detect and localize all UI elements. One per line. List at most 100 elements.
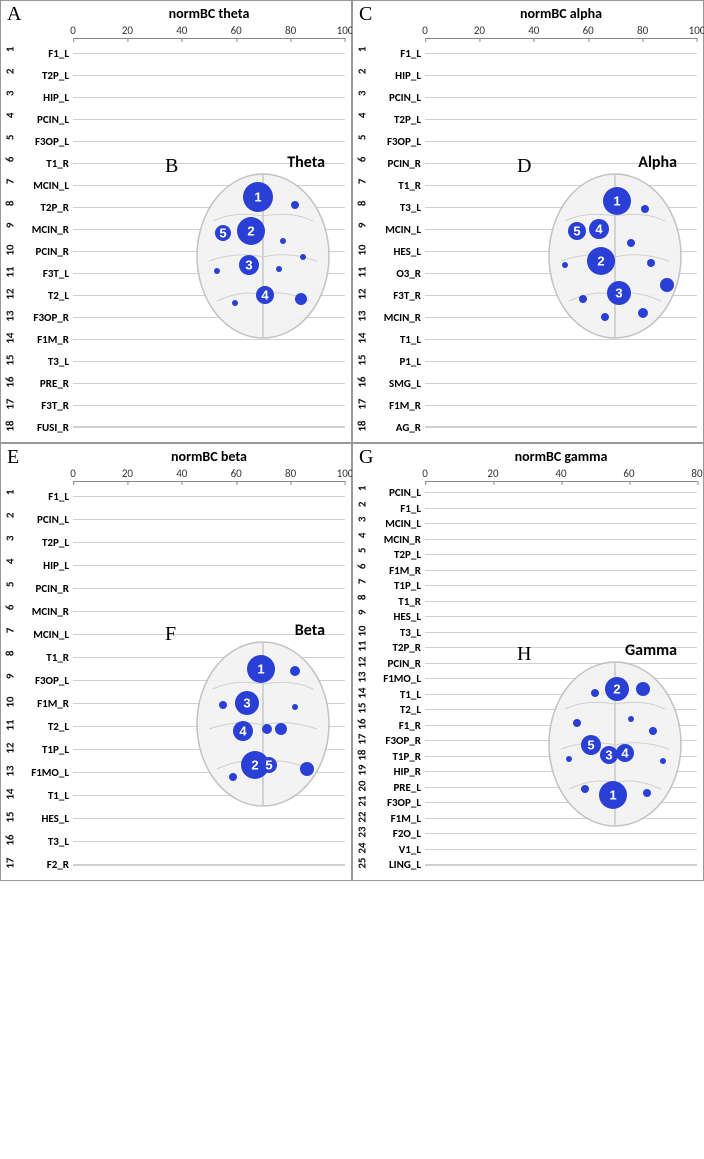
row-index: 4: [4, 112, 17, 126]
panel-E: E normBC beta 020406080100 1 F1_L 2 PCIN…: [0, 443, 352, 881]
x-axis: 020406080: [425, 467, 697, 485]
bar-track: [73, 818, 345, 819]
bar-track: [425, 361, 697, 362]
row-label: PCIN_R: [369, 157, 425, 170]
row-index: 20: [356, 780, 369, 794]
row-index: 3: [4, 536, 17, 550]
row-index: 12: [356, 656, 369, 670]
svg-text:3: 3: [605, 748, 612, 763]
row-label: F1MO_L: [369, 672, 425, 685]
brain-inset: B Theta 12345: [183, 161, 343, 341]
bar-row: 6 MCIN_R: [3, 600, 345, 623]
row-label: F3OP_L: [17, 135, 73, 148]
chart-title: normBC alpha: [425, 5, 697, 22]
row-label: F3OP_R: [17, 311, 73, 324]
bar-track: [73, 841, 345, 842]
row-label: HIP_L: [17, 559, 73, 572]
bar-row: 10 T3_L: [355, 625, 697, 641]
row-index: 2: [356, 68, 369, 82]
axis-tick: 100: [689, 24, 704, 37]
row-label: AG_R: [369, 421, 425, 434]
bar-row: 25 LING_L: [355, 857, 697, 873]
row-index: 1: [4, 46, 17, 60]
row-label: MCIN_L: [369, 223, 425, 236]
row-index: 23: [356, 827, 369, 841]
bar-track: [425, 492, 697, 493]
row-index: 8: [4, 200, 17, 214]
bar-row: 1 F1_L: [3, 485, 345, 508]
bar-row: 4 HIP_L: [3, 554, 345, 577]
row-index: 7: [4, 178, 17, 192]
row-label: PCIN_R: [17, 245, 73, 258]
axis-tick: 60: [231, 24, 242, 37]
bar-row: 4 T2P_L: [355, 108, 697, 130]
row-label: T2P_L: [17, 536, 73, 549]
row-label: T3_L: [369, 626, 425, 639]
row-label: HIP_L: [17, 91, 73, 104]
row-label: F3T_R: [369, 289, 425, 302]
row-index: 7: [356, 178, 369, 192]
svg-text:1: 1: [613, 194, 620, 209]
row-index: 14: [4, 332, 17, 346]
row-label: MCIN_R: [17, 605, 73, 618]
bar-row: 6 F1M_R: [355, 563, 697, 579]
row-index: 12: [4, 743, 17, 757]
row-index: 17: [356, 398, 369, 412]
row-index: 3: [356, 517, 369, 531]
row-label: F1M_R: [369, 564, 425, 577]
row-index: 11: [356, 266, 369, 280]
row-index: 15: [4, 354, 17, 368]
brain-panel-letter: F: [165, 623, 176, 646]
row-label: F3OP_L: [17, 674, 73, 687]
axis-tick: 20: [474, 24, 485, 37]
row-label: F1M_R: [17, 697, 73, 710]
svg-text:5: 5: [265, 758, 272, 773]
row-index: 9: [356, 222, 369, 236]
figure-grid: A normBC theta 020406080100 1 F1_L 2 T2P…: [0, 0, 704, 881]
row-index: 11: [4, 720, 17, 734]
row-index: 15: [356, 703, 369, 717]
row-label: PCIN_L: [17, 513, 73, 526]
row-label: T1P_L: [17, 743, 73, 756]
row-label: T2P_L: [17, 69, 73, 82]
row-index: 22: [356, 811, 369, 825]
bar-row: 1 F1_L: [3, 42, 345, 64]
row-index: 4: [356, 532, 369, 546]
row-label: HES_L: [369, 245, 425, 258]
row-label: HIP_R: [369, 765, 425, 778]
row-label: F1_L: [369, 47, 425, 60]
row-label: F2_R: [17, 858, 73, 871]
bar-track: [73, 542, 345, 543]
bar-track: [73, 496, 345, 497]
panel-letter: E: [7, 446, 19, 469]
row-index: 6: [4, 605, 17, 619]
row-index: 1: [356, 486, 369, 500]
svg-text:5: 5: [219, 226, 226, 241]
bar-track: [425, 119, 697, 120]
row-index: 7: [356, 579, 369, 593]
row-index: 16: [4, 376, 17, 390]
bar-track: [73, 426, 345, 428]
bar-track: [425, 833, 697, 834]
svg-text:5: 5: [587, 738, 594, 753]
row-index: 12: [356, 288, 369, 302]
axis-tick: 80: [691, 467, 702, 480]
bar-row: 1 PCIN_L: [355, 485, 697, 501]
bar-row: 5 T2P_L: [355, 547, 697, 563]
row-label: T2_L: [17, 289, 73, 302]
bar-track: [425, 585, 697, 586]
row-label: HES_L: [369, 610, 425, 623]
bar-track: [73, 405, 345, 406]
row-index: 9: [356, 610, 369, 624]
axis-tick: 0: [70, 467, 76, 480]
row-label: F1_L: [369, 502, 425, 515]
bar-row: 2 HIP_L: [355, 64, 697, 86]
svg-text:2: 2: [251, 758, 258, 773]
svg-text:1: 1: [254, 190, 261, 205]
row-index: 15: [4, 812, 17, 826]
chart-title: normBC beta: [73, 448, 345, 465]
row-label: T1P_L: [369, 579, 425, 592]
bar-track: [425, 601, 697, 602]
row-label: T2_L: [17, 720, 73, 733]
row-label: HES_L: [17, 812, 73, 825]
